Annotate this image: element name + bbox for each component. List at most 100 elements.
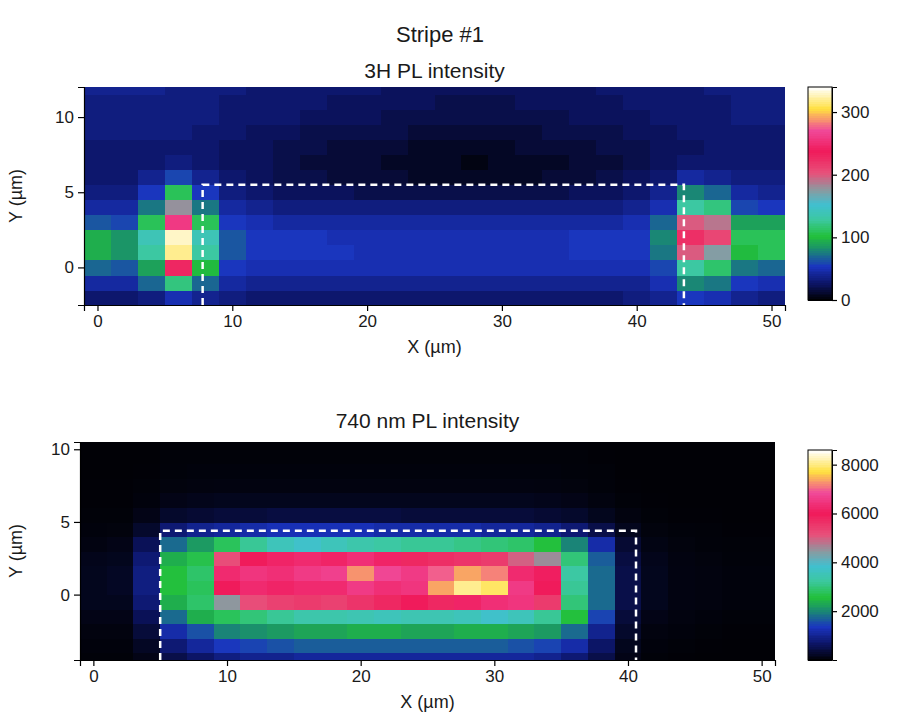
heat-cell: [327, 200, 355, 216]
heat-cell: [704, 290, 732, 305]
heat-cell: [481, 442, 508, 450]
heat-cell: [615, 551, 642, 566]
heat-cell: [192, 185, 220, 201]
heat-cell: [111, 87, 139, 95]
plot-area: [80, 442, 775, 660]
heat-cell: [80, 624, 107, 639]
heat-cell: [240, 595, 267, 610]
heat-cell: [246, 155, 274, 171]
heat-cell: [165, 290, 193, 305]
heat-cell: [321, 507, 348, 522]
heat-cell: [84, 275, 112, 291]
heat-cell: [219, 215, 247, 231]
heat-cell: [165, 230, 193, 246]
heat-cell: [214, 580, 241, 595]
heat-cell: [80, 464, 107, 479]
heat-cell: [160, 638, 187, 653]
heat-cell: [192, 215, 220, 231]
heat-cell: [138, 185, 166, 201]
heat-cell: [327, 95, 355, 111]
heat-cell: [246, 230, 274, 246]
heat-cell: [294, 653, 321, 660]
tick-label: 8000: [841, 456, 879, 475]
heat-cell: [401, 609, 428, 624]
heat-cell: [758, 200, 785, 216]
heat-cell: [668, 442, 695, 450]
heat-cell: [588, 566, 615, 581]
heat-cell: [668, 522, 695, 537]
heat-cell: [641, 493, 668, 508]
heat-cell: [435, 215, 463, 231]
heat-cell: [321, 442, 348, 450]
heat-cell: [542, 215, 570, 231]
heat-cell: [534, 638, 561, 653]
heat-cell: [695, 653, 722, 660]
heat-cell: [240, 536, 267, 551]
heat-cell: [321, 478, 348, 493]
heat-cell: [401, 493, 428, 508]
heat-cell: [374, 507, 401, 522]
heat-cell: [165, 215, 193, 231]
heat-cell: [488, 275, 516, 291]
heat-cell: [138, 245, 166, 261]
heat-cell: [515, 245, 543, 261]
heat-cell: [428, 464, 455, 479]
heat-cell: [80, 493, 107, 508]
heat-cell: [246, 87, 274, 95]
heat-cell: [187, 442, 214, 450]
colorbar-axis: 2000400060008000: [832, 451, 879, 661]
heat-cell: [461, 200, 489, 216]
heat-cell: [542, 275, 570, 291]
heat-cell: [84, 290, 112, 305]
heat-cell: [160, 536, 187, 551]
heat-cell: [408, 185, 436, 201]
heat-cell: [650, 140, 678, 156]
heat-cell: [623, 95, 651, 111]
tick-mark: [78, 192, 84, 193]
heat-cell: [542, 230, 570, 246]
heat-cell: [138, 155, 166, 171]
heat-cell: [273, 110, 301, 126]
heat-cell: [354, 275, 382, 291]
heat-cell: [107, 478, 134, 493]
x-axis: 01020304050: [85, 305, 786, 331]
heat-cell: [219, 275, 247, 291]
heat-cell: [327, 275, 355, 291]
heat-cell: [267, 624, 294, 639]
heat-cell: [758, 260, 785, 276]
colorbar-axis: 0100200300: [832, 88, 869, 310]
heat-cell: [160, 580, 187, 595]
heat-cell: [668, 609, 695, 624]
heat-cell: [650, 125, 678, 141]
heat-cell: [677, 87, 705, 95]
heat-cell: [321, 653, 348, 660]
heat-cell: [615, 536, 642, 551]
heat-cell: [748, 478, 775, 493]
heat-cell: [748, 442, 775, 450]
heat-cell: [107, 449, 134, 464]
heat-cell: [731, 260, 759, 276]
tick-mark: [361, 660, 362, 666]
heat-cell: [542, 110, 570, 126]
heat-cell: [267, 507, 294, 522]
heat-cell: [294, 566, 321, 581]
heat-cell: [133, 464, 160, 479]
heat-cell: [240, 507, 267, 522]
heat-cell: [160, 442, 187, 450]
heat-cell: [428, 449, 455, 464]
heat-cell: [623, 245, 651, 261]
heat-cell: [160, 493, 187, 508]
tick-mark: [74, 594, 80, 595]
heat-cell: [722, 493, 749, 508]
heat-cell: [428, 551, 455, 566]
heat-cell: [160, 507, 187, 522]
y-axis: 0510: [55, 88, 84, 306]
heat-cell: [641, 442, 668, 450]
heat-cell: [481, 609, 508, 624]
heat-cell: [133, 449, 160, 464]
heat-cell: [381, 290, 409, 305]
heat-cell: [408, 110, 436, 126]
tick: 40: [619, 660, 638, 686]
heat-cell: [515, 260, 543, 276]
figure: Stripe #10102030405005103H PL intensityX…: [0, 0, 900, 727]
